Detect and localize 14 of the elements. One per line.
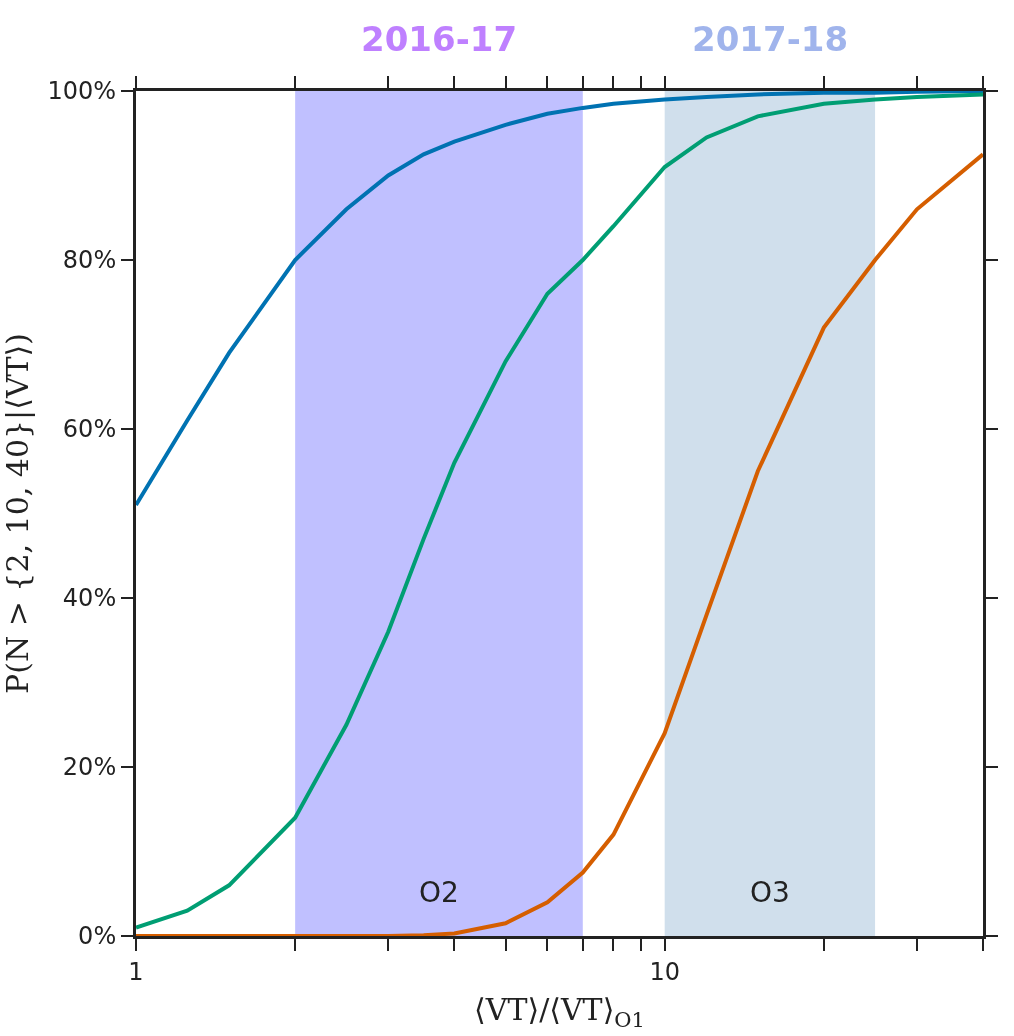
band-label: 2016-17	[361, 19, 518, 59]
x-tick-label: 1	[128, 957, 144, 986]
y-tick-label: 40%	[62, 584, 117, 613]
y-axis-title: P(N > {2, 10, 40}|⟨VT⟩)	[0, 333, 35, 694]
x-axis-title: ⟨VT⟩/⟨VT⟩$_{O1}$	[474, 992, 645, 1032]
annotation: O3	[750, 876, 790, 909]
y-tick-label: 60%	[62, 415, 117, 444]
band-label: 2017-18	[692, 19, 849, 59]
y-tick-label: 20%	[62, 753, 117, 782]
x-tick-label: 10	[649, 957, 680, 986]
y-tick-label: 80%	[62, 246, 117, 275]
annotation: O2	[419, 876, 459, 909]
y-tick-label: 100%	[47, 77, 117, 106]
y-tick-label: 0%	[78, 922, 117, 951]
